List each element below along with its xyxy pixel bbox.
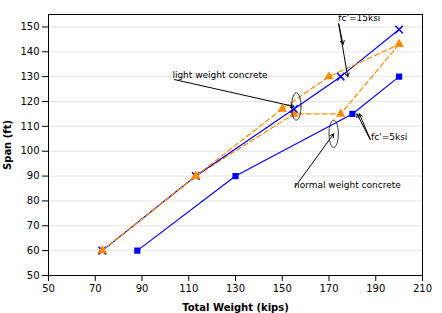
svg-text:170: 170 xyxy=(319,283,338,294)
svg-text:90: 90 xyxy=(136,283,149,294)
svg-text:70: 70 xyxy=(89,283,102,294)
svg-text:130: 130 xyxy=(20,71,39,82)
svg-text:140: 140 xyxy=(20,46,39,57)
svg-text:50: 50 xyxy=(42,283,55,294)
svg-text:110: 110 xyxy=(179,283,198,294)
svg-text:130: 130 xyxy=(226,283,245,294)
svg-text:80: 80 xyxy=(27,195,40,206)
svg-text:70: 70 xyxy=(27,220,40,231)
svg-text:150: 150 xyxy=(20,21,39,32)
svg-text:100: 100 xyxy=(20,145,39,156)
svg-text:Span (ft): Span (ft) xyxy=(2,120,13,170)
svg-text:120: 120 xyxy=(20,96,39,107)
svg-text:150: 150 xyxy=(273,283,292,294)
svg-text:190: 190 xyxy=(366,283,385,294)
svg-text:Total Weight (kips): Total Weight (kips) xyxy=(182,302,289,313)
svg-text:210: 210 xyxy=(413,283,432,294)
svg-text:50: 50 xyxy=(27,270,40,281)
svg-text:fc'=5ksi: fc'=5ksi xyxy=(371,132,407,142)
svg-text:110: 110 xyxy=(20,121,39,132)
svg-text:light weight concrete: light weight concrete xyxy=(172,70,268,80)
svg-text:60: 60 xyxy=(27,245,40,256)
svg-text:fc'=15ksi: fc'=15ksi xyxy=(338,13,381,23)
svg-text:90: 90 xyxy=(27,170,40,181)
svg-text:normal weight concrete: normal weight concrete xyxy=(294,180,401,190)
